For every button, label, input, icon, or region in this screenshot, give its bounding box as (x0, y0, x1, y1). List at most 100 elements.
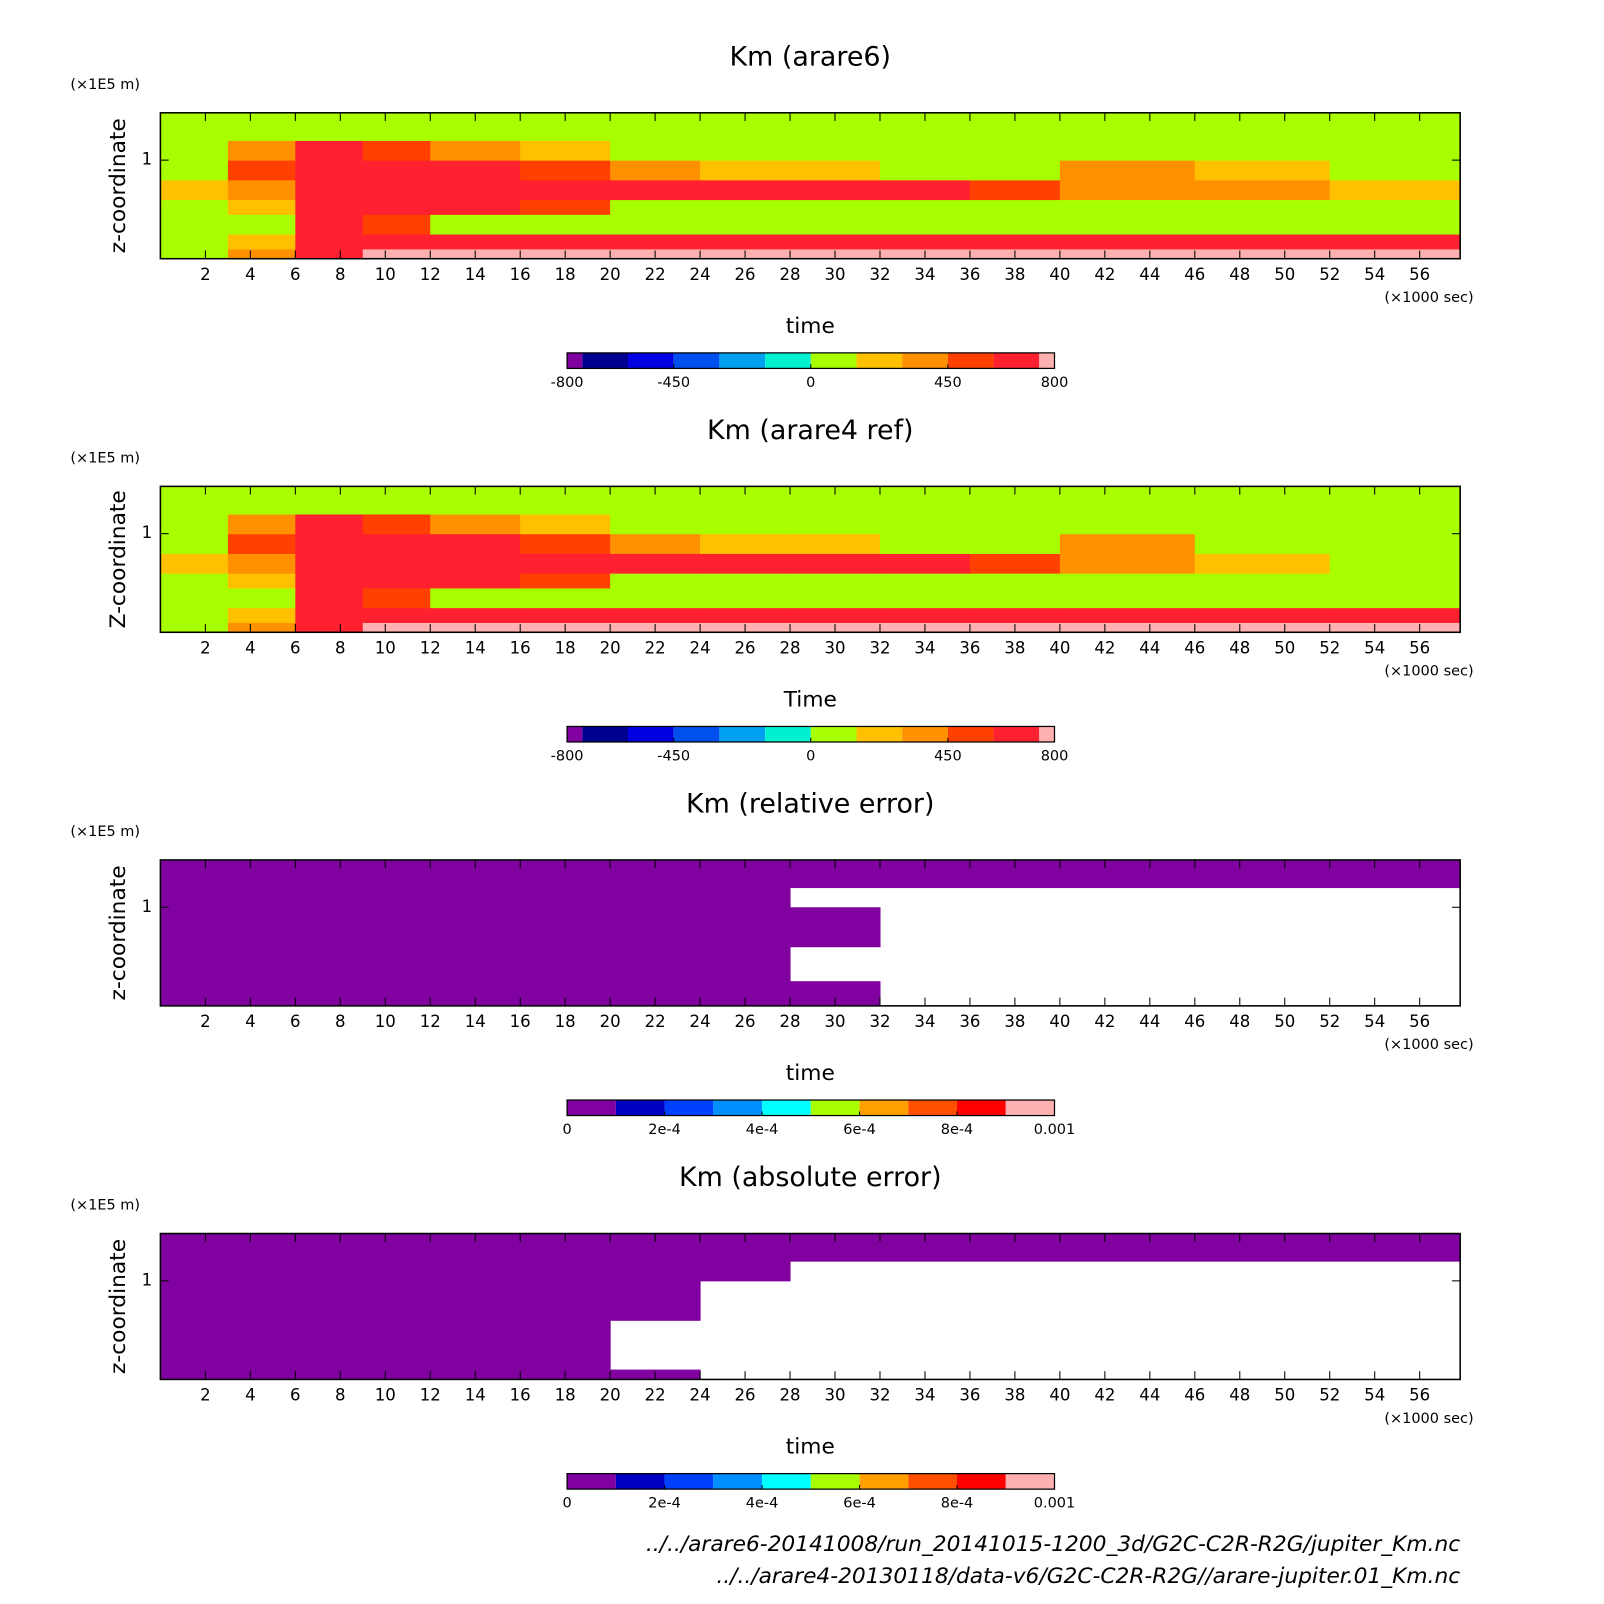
heat-cell (520, 214, 611, 235)
colorbar-bin (810, 352, 857, 369)
x-axis-label: time (786, 1435, 835, 1460)
x-tick-label: 38 (1004, 1385, 1025, 1404)
colorbar-bin (713, 1473, 763, 1490)
heat-cell (610, 533, 701, 554)
colorbar-bin (810, 1473, 860, 1490)
x-tick-label: 2 (200, 638, 211, 657)
heat-cell (295, 622, 364, 633)
x-tick-label: 40 (1049, 265, 1070, 284)
colorbar-bin (628, 352, 674, 369)
x-tick-label: 22 (645, 1012, 666, 1031)
heat-cell (295, 981, 364, 997)
heat-cell (227, 887, 296, 908)
x-tick-label: 50 (1274, 1012, 1295, 1031)
heat-cell (1194, 587, 1331, 609)
heat-cell (160, 859, 229, 889)
x-tick-label: 16 (510, 1385, 531, 1404)
heat-cell (160, 486, 229, 515)
heat-cell (610, 160, 701, 181)
x-tick-label: 40 (1049, 638, 1070, 657)
panel-title: Km (arare4 ref) (707, 415, 914, 446)
y-tick-label: 1 (142, 150, 153, 169)
heat-cell (1194, 533, 1331, 554)
x-tick-label: 14 (465, 1012, 486, 1031)
heat-cell (227, 926, 296, 948)
heat-cell (227, 513, 296, 535)
heat-cell (160, 907, 229, 928)
heat-cell (362, 234, 431, 250)
heat-cell (879, 179, 971, 201)
heat-cell (610, 607, 701, 623)
heat-cell (227, 622, 296, 633)
x-tick-label: 38 (1004, 638, 1025, 657)
x-unit: (×1000 sec) (1384, 290, 1473, 306)
heat-cell (969, 214, 1061, 235)
heat-cell (610, 587, 701, 609)
heat-cell (362, 887, 431, 908)
colorbar-bin (567, 726, 583, 742)
heat-cell (610, 234, 701, 250)
heat-cell (790, 607, 881, 623)
heat-cell (969, 199, 1061, 215)
heat-cell (969, 140, 1061, 161)
heat-cell (430, 587, 521, 609)
heat-cell (790, 199, 881, 215)
y-tick-label: 1 (142, 897, 153, 916)
heat-cell (1059, 587, 1196, 609)
heat-cell (969, 587, 1061, 609)
x-tick-label: 6 (290, 1385, 301, 1404)
x-tick-label: 28 (780, 1385, 801, 1404)
heat-cell (879, 140, 971, 161)
x-tick-label: 6 (290, 265, 301, 284)
y-axis-label: z-coordinate (106, 865, 131, 1000)
heat-cell (1329, 199, 1461, 215)
heat-cell (1194, 214, 1331, 235)
heat-cell (430, 1354, 521, 1371)
heat-cell (160, 553, 229, 574)
heat-cell (227, 533, 296, 554)
heat-cell (160, 1335, 229, 1356)
heat-cell (430, 1300, 521, 1321)
colorbar-bin (765, 352, 811, 369)
heat-cell (295, 112, 364, 141)
heat-cell (430, 887, 521, 908)
heat-cell (610, 179, 701, 201)
x-tick-label: 20 (600, 1012, 621, 1031)
heat-cell (362, 1335, 431, 1356)
colorbar-bin (582, 352, 629, 369)
colorbar-tick-label: 0 (562, 1496, 571, 1512)
heat-cell (160, 248, 229, 260)
colorbar-tick-label: 800 (1041, 748, 1069, 764)
colorbar-bin (1005, 1100, 1055, 1116)
colorbar-tick-label: 2e-4 (648, 1122, 681, 1138)
heat-cell (700, 160, 791, 181)
heat-cell (430, 1335, 521, 1356)
heat-cell (1059, 573, 1196, 589)
heat-cell (160, 533, 229, 554)
heat-cell (227, 981, 296, 997)
heat-cell (520, 1300, 611, 1321)
colorbar-frame (566, 1472, 1056, 1490)
heat-cell (227, 1233, 296, 1262)
heat-cell (969, 513, 1061, 535)
heat-cell (700, 573, 791, 589)
x-tick-label: 14 (465, 638, 486, 657)
heat-cell (879, 214, 971, 235)
heat-cell (430, 553, 521, 574)
heat-cell (1329, 179, 1461, 201)
x-tick-label: 42 (1094, 1385, 1115, 1404)
heat-cell (520, 587, 611, 609)
x-tick-label: 18 (555, 1012, 576, 1031)
heat-cell (969, 607, 1061, 623)
heat-cell (295, 587, 364, 609)
x-tick-label: 8 (335, 638, 346, 657)
heat-cell (969, 160, 1061, 181)
heat-cell (1194, 553, 1331, 574)
heat-cell (610, 1261, 701, 1282)
heat-cell (700, 214, 791, 235)
colorbar-tick-label: 450 (934, 375, 962, 391)
x-tick-label: 10 (375, 1012, 396, 1031)
x-tick-label: 40 (1049, 1385, 1070, 1404)
heat-cell (362, 1320, 431, 1336)
heat-cell (227, 1320, 296, 1336)
